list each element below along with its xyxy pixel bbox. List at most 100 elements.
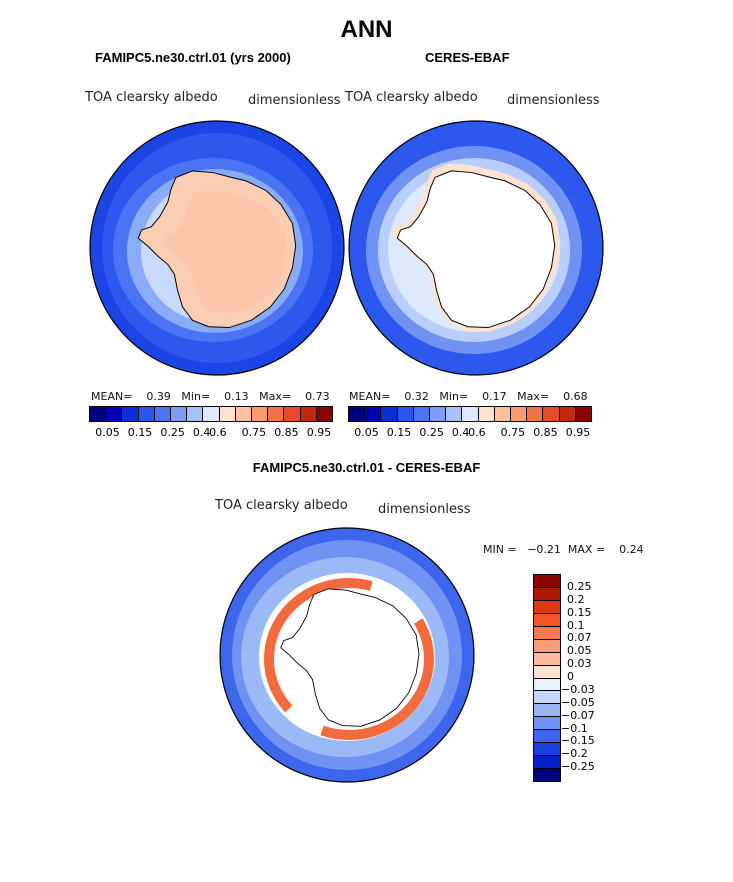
- colorbar-tick-label: 0: [567, 670, 574, 683]
- colorbar-swatch: [106, 407, 123, 421]
- colorbar-swatch: [381, 407, 398, 421]
- colorbar-swatch: [534, 704, 560, 718]
- panel-2-units: dimensionless: [507, 93, 600, 108]
- panel-2-colorbar-ticks: 0.05 0.15 0.25 0.4 0.6 0.75 0.85 0.95: [348, 426, 592, 440]
- colorbar-swatch: [534, 717, 560, 731]
- colorbar-tick-label: 0.4: [451, 426, 470, 439]
- colorbar-swatch: [534, 743, 560, 757]
- panel-1-colorbar-swatches: [89, 406, 333, 422]
- colorbar-tick-label: 0.25: [160, 426, 185, 439]
- colorbar-tick-label: 0.95: [306, 426, 332, 439]
- colorbar-tick-label: −0.03: [561, 682, 595, 696]
- colorbar-swatch: [154, 407, 172, 421]
- panel-1-mean-label: MEAN=: [91, 390, 133, 403]
- colorbar-swatch: [122, 407, 139, 421]
- diff-colorbar-ticks: 0.25 0.2 0.15 0.1 0.07 0.05 0.03 0 −0.03 −0.05 −0.…: [561, 574, 627, 780]
- panel-1-stats: MEAN= 0.39 Min= 0.13 Max= 0.73: [91, 390, 330, 403]
- colorbar-tick-label: 0.15: [127, 426, 153, 439]
- colorbar-tick-label: 0.05: [567, 644, 592, 658]
- colorbar-swatch: [534, 665, 560, 679]
- colorbar-swatch: [284, 407, 301, 421]
- diff-panel-stats: MIN = −0.21 MAX = 0.24: [483, 543, 644, 556]
- colorbar-tick-label: 0.15: [386, 426, 412, 439]
- panel-1-polar-map: [89, 120, 345, 376]
- diff-min-value: −0.21: [527, 543, 561, 556]
- colorbar-tick-label: 0.85: [274, 426, 299, 439]
- colorbar-swatch: [534, 575, 560, 588]
- colorbar-swatch: [252, 407, 269, 421]
- colorbar-swatch: [300, 407, 317, 421]
- panel-1-mean-value: 0.39: [146, 390, 171, 403]
- panel-1-min-label: Min=: [181, 390, 211, 403]
- colorbar-swatch: [90, 407, 107, 421]
- colorbar-swatch: [534, 600, 560, 614]
- panel-2-max-label: Max=: [517, 390, 550, 403]
- colorbar-swatch: [478, 407, 495, 421]
- colorbar-swatch: [219, 407, 236, 421]
- colorbar-tick-label: 0.85: [533, 426, 558, 439]
- colorbar-swatch: [534, 691, 560, 705]
- panel-2-polar-map: [348, 120, 604, 376]
- colorbar-tick-label: 0.2: [567, 592, 585, 606]
- panel-2-colorbar-swatches: [348, 406, 592, 422]
- colorbar-tick-label: 0.15: [567, 605, 592, 619]
- colorbar-swatch: [397, 407, 414, 421]
- diff-colorbar: 0.25 0.2 0.15 0.1 0.07 0.05 0.03 0 −0.03 −0.05 −0.…: [533, 574, 595, 782]
- diff-max-label: MAX =: [567, 543, 606, 556]
- colorbar-tick-label: 0.05: [95, 426, 120, 439]
- colorbar-swatch: [543, 407, 560, 421]
- colorbar-swatch: [203, 407, 220, 421]
- colorbar-tick-label: −0.25: [561, 760, 595, 774]
- panel-2-title: CERES-EBAF: [425, 50, 510, 65]
- panel-2-variable: TOA clearsky albedo: [345, 90, 478, 105]
- colorbar-tick-label: 0.6: [209, 426, 227, 439]
- colorbar-tick-label: 0.25: [567, 579, 592, 593]
- colorbar-swatch: [187, 407, 204, 421]
- colorbar-swatch: [462, 407, 479, 421]
- colorbar-tick-label: −0.1: [561, 721, 588, 735]
- panel-2-min-label: Min=: [439, 390, 469, 403]
- diff-min-label: MIN =: [483, 543, 517, 556]
- colorbar-swatch: [430, 407, 447, 421]
- colorbar-tick-label: 0.75: [500, 426, 526, 439]
- colorbar-swatch: [534, 769, 560, 781]
- colorbar-swatch: [365, 407, 382, 421]
- colorbar-tick-label: 0.05: [354, 426, 379, 439]
- diff-colorbar-swatches: [533, 574, 561, 782]
- colorbar-tick-label: 0.4: [192, 426, 211, 439]
- colorbar-tick-label: −0.2: [561, 747, 588, 761]
- panel-1-max-label: Max=: [259, 390, 292, 403]
- colorbar-tick-label: 0.07: [567, 631, 592, 645]
- colorbar-tick-label: 0.25: [419, 426, 444, 439]
- colorbar-tick-label: 0.1: [567, 618, 585, 632]
- panel-2-mean-value: 0.32: [404, 390, 429, 403]
- panel-1-title: FAMIPC5.ne30.ctrl.01 (yrs 2000): [95, 50, 291, 65]
- diff-panel-units: dimensionless: [378, 502, 471, 517]
- colorbar-swatch: [413, 407, 431, 421]
- colorbar-swatch: [494, 407, 512, 421]
- diff-panel-variable: TOA clearsky albedo: [215, 498, 348, 513]
- panel-1-min-value: 0.13: [224, 390, 249, 403]
- panel-1-variable: TOA clearsky albedo: [85, 90, 218, 105]
- colorbar-swatch: [534, 587, 560, 601]
- colorbar-swatch: [534, 639, 560, 653]
- colorbar-swatch: [349, 407, 366, 421]
- panel-1-colorbar: 0.05 0.15 0.25 0.4 0.6 0.75 0.85 0.95: [89, 406, 333, 440]
- colorbar-tick-label: 0.95: [565, 426, 591, 439]
- colorbar-swatch: [534, 613, 560, 627]
- colorbar-tick-label: 0.75: [241, 426, 267, 439]
- colorbar-swatch: [534, 756, 560, 770]
- colorbar-swatch: [575, 407, 592, 421]
- colorbar-swatch: [171, 407, 188, 421]
- colorbar-swatch: [534, 652, 560, 666]
- diff-panel-title: FAMIPC5.ne30.ctrl.01 - CERES-EBAF: [252, 460, 481, 475]
- page-title: ANN: [340, 16, 393, 43]
- colorbar-tick-label: −0.15: [561, 734, 595, 748]
- colorbar-swatch: [268, 407, 285, 421]
- diff-max-value: 0.24: [619, 543, 644, 556]
- panel-2-colorbar: 0.05 0.15 0.25 0.4 0.6 0.75 0.85 0.95: [348, 406, 592, 440]
- colorbar-swatch: [534, 678, 560, 692]
- colorbar-swatch: [138, 407, 155, 421]
- diff-polar-map: [219, 527, 475, 783]
- colorbar-swatch: [534, 730, 560, 744]
